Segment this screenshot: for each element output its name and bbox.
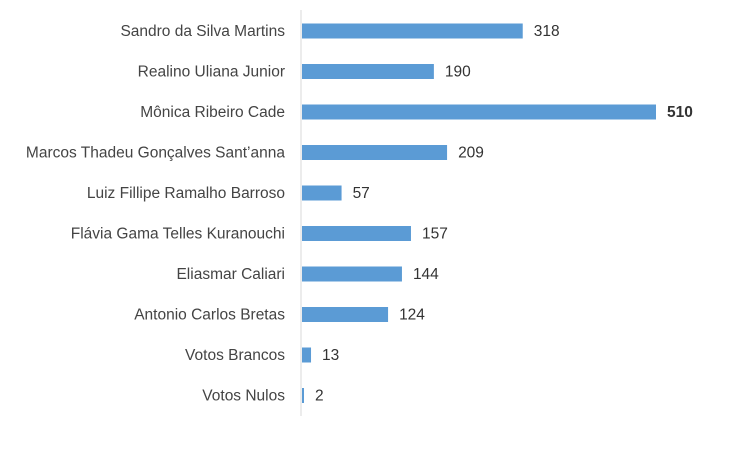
data-label: 209 xyxy=(458,145,484,162)
bars-group xyxy=(302,23,656,403)
category-label: Sandro da Silva Martins xyxy=(120,23,285,40)
category-label: Luiz Fillipe Ramalho Barroso xyxy=(87,185,285,202)
data-label: 510 xyxy=(667,104,693,121)
data-label: 13 xyxy=(322,347,339,364)
category-label: Realino Uliana Junior xyxy=(138,64,285,81)
bar xyxy=(302,388,304,403)
data-label: 157 xyxy=(422,226,448,243)
category-label: Flávia Gama Telles Kuranouchi xyxy=(71,226,285,243)
bar xyxy=(302,145,448,160)
category-label: Votos Nulos xyxy=(202,388,285,405)
category-label: Mônica Ribeiro Cade xyxy=(140,104,285,121)
bar xyxy=(302,226,411,241)
data-label: 2 xyxy=(315,388,324,405)
bar xyxy=(302,185,342,201)
bar xyxy=(302,347,312,363)
value-labels-group: 318 190 510 209 57 157 144 124 13 2 xyxy=(315,23,693,405)
data-label: 318 xyxy=(534,23,560,40)
data-label: 57 xyxy=(353,185,370,202)
category-label: Antonio Carlos Bretas xyxy=(134,307,285,324)
bar xyxy=(302,23,523,39)
data-label: 144 xyxy=(413,266,439,283)
bar xyxy=(302,104,656,120)
data-label: 124 xyxy=(399,307,425,324)
bar xyxy=(302,64,434,79)
category-label: Marcos Thadeu Gonçalves Sant’anna xyxy=(26,145,285,162)
category-label: Eliasmar Caliari xyxy=(176,266,285,283)
bar xyxy=(302,307,389,322)
data-label: 190 xyxy=(445,64,471,81)
category-label: Votos Brancos xyxy=(185,347,285,364)
category-labels-group: Sandro da Silva Martins Realino Uliana Ju… xyxy=(26,23,285,405)
bar xyxy=(302,266,402,282)
